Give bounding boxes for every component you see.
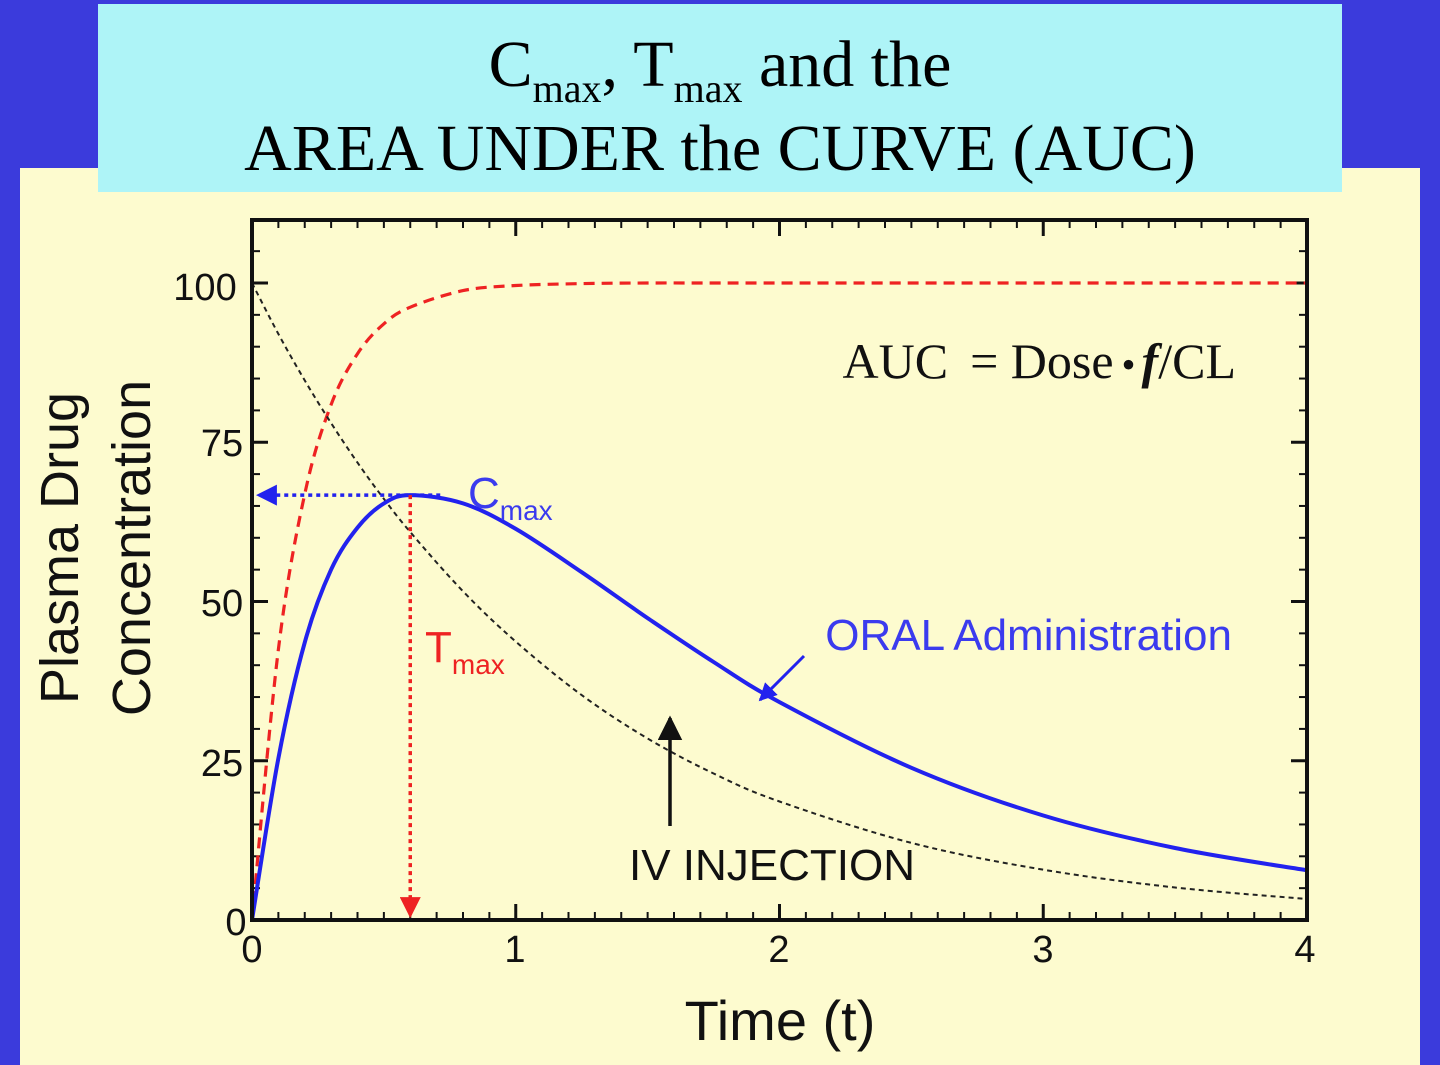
title-separator: , [601, 28, 634, 101]
x-axis-label: Time (t) [685, 989, 876, 1052]
formula-f: f [1142, 333, 1163, 389]
formula-rest: /CL [1158, 333, 1236, 389]
y-tick-label-75: 75 [201, 423, 243, 465]
y-tick-label-0: 0 [225, 902, 246, 944]
x-tick-label-3: 3 [1032, 929, 1053, 971]
title-box: Cmax, Tmax and the AREA UNDER the CURVE … [98, 4, 1342, 192]
formula-lhs: AUC [842, 333, 948, 389]
tmax-label-t: T [425, 623, 452, 672]
tmax-label-sub: max [452, 649, 505, 680]
cmax-label: Cmax [468, 469, 553, 526]
title-c-sub: max [532, 66, 602, 111]
series-cumulative-line [250, 281, 1307, 921]
x-tick-label-2: 2 [768, 929, 789, 971]
tmax-label: Tmax [425, 623, 505, 680]
x-tick-label-4: 4 [1294, 929, 1315, 971]
title-c: C [488, 28, 533, 101]
oral-pointer-arrow [758, 654, 806, 702]
series-oral-line [250, 493, 1308, 921]
title-rest: and the [742, 28, 952, 101]
auc-formula: AUC = Dose • f/CL [842, 333, 1236, 389]
iv-label: IV INJECTION [629, 841, 915, 890]
title-line-1: Cmax, Tmax and the [98, 32, 1342, 109]
title-t: T [633, 28, 674, 101]
x-tick-label-0: 0 [241, 929, 262, 971]
y-axis-label-line-1: Plasma Drug [30, 392, 90, 704]
plot-frame [250, 218, 1309, 922]
y-tick-label-25: 25 [201, 743, 243, 785]
y-tick-label-100: 100 [173, 267, 236, 309]
cmax-label-c: C [468, 469, 500, 518]
oral-label: ORAL Administration [825, 611, 1232, 660]
y-axis-label-line-2: Concentration [102, 380, 162, 716]
y-tick-label-50: 50 [201, 583, 243, 625]
title-t-sub: max [673, 66, 743, 111]
formula-eq: = Dose [970, 333, 1113, 389]
title-line-2: AREA UNDER the CURVE (AUC) [244, 112, 1196, 185]
x-tick-label-1: 1 [504, 929, 525, 971]
cmax-label-sub: max [500, 495, 553, 526]
formula-bullet: • [1122, 342, 1136, 387]
